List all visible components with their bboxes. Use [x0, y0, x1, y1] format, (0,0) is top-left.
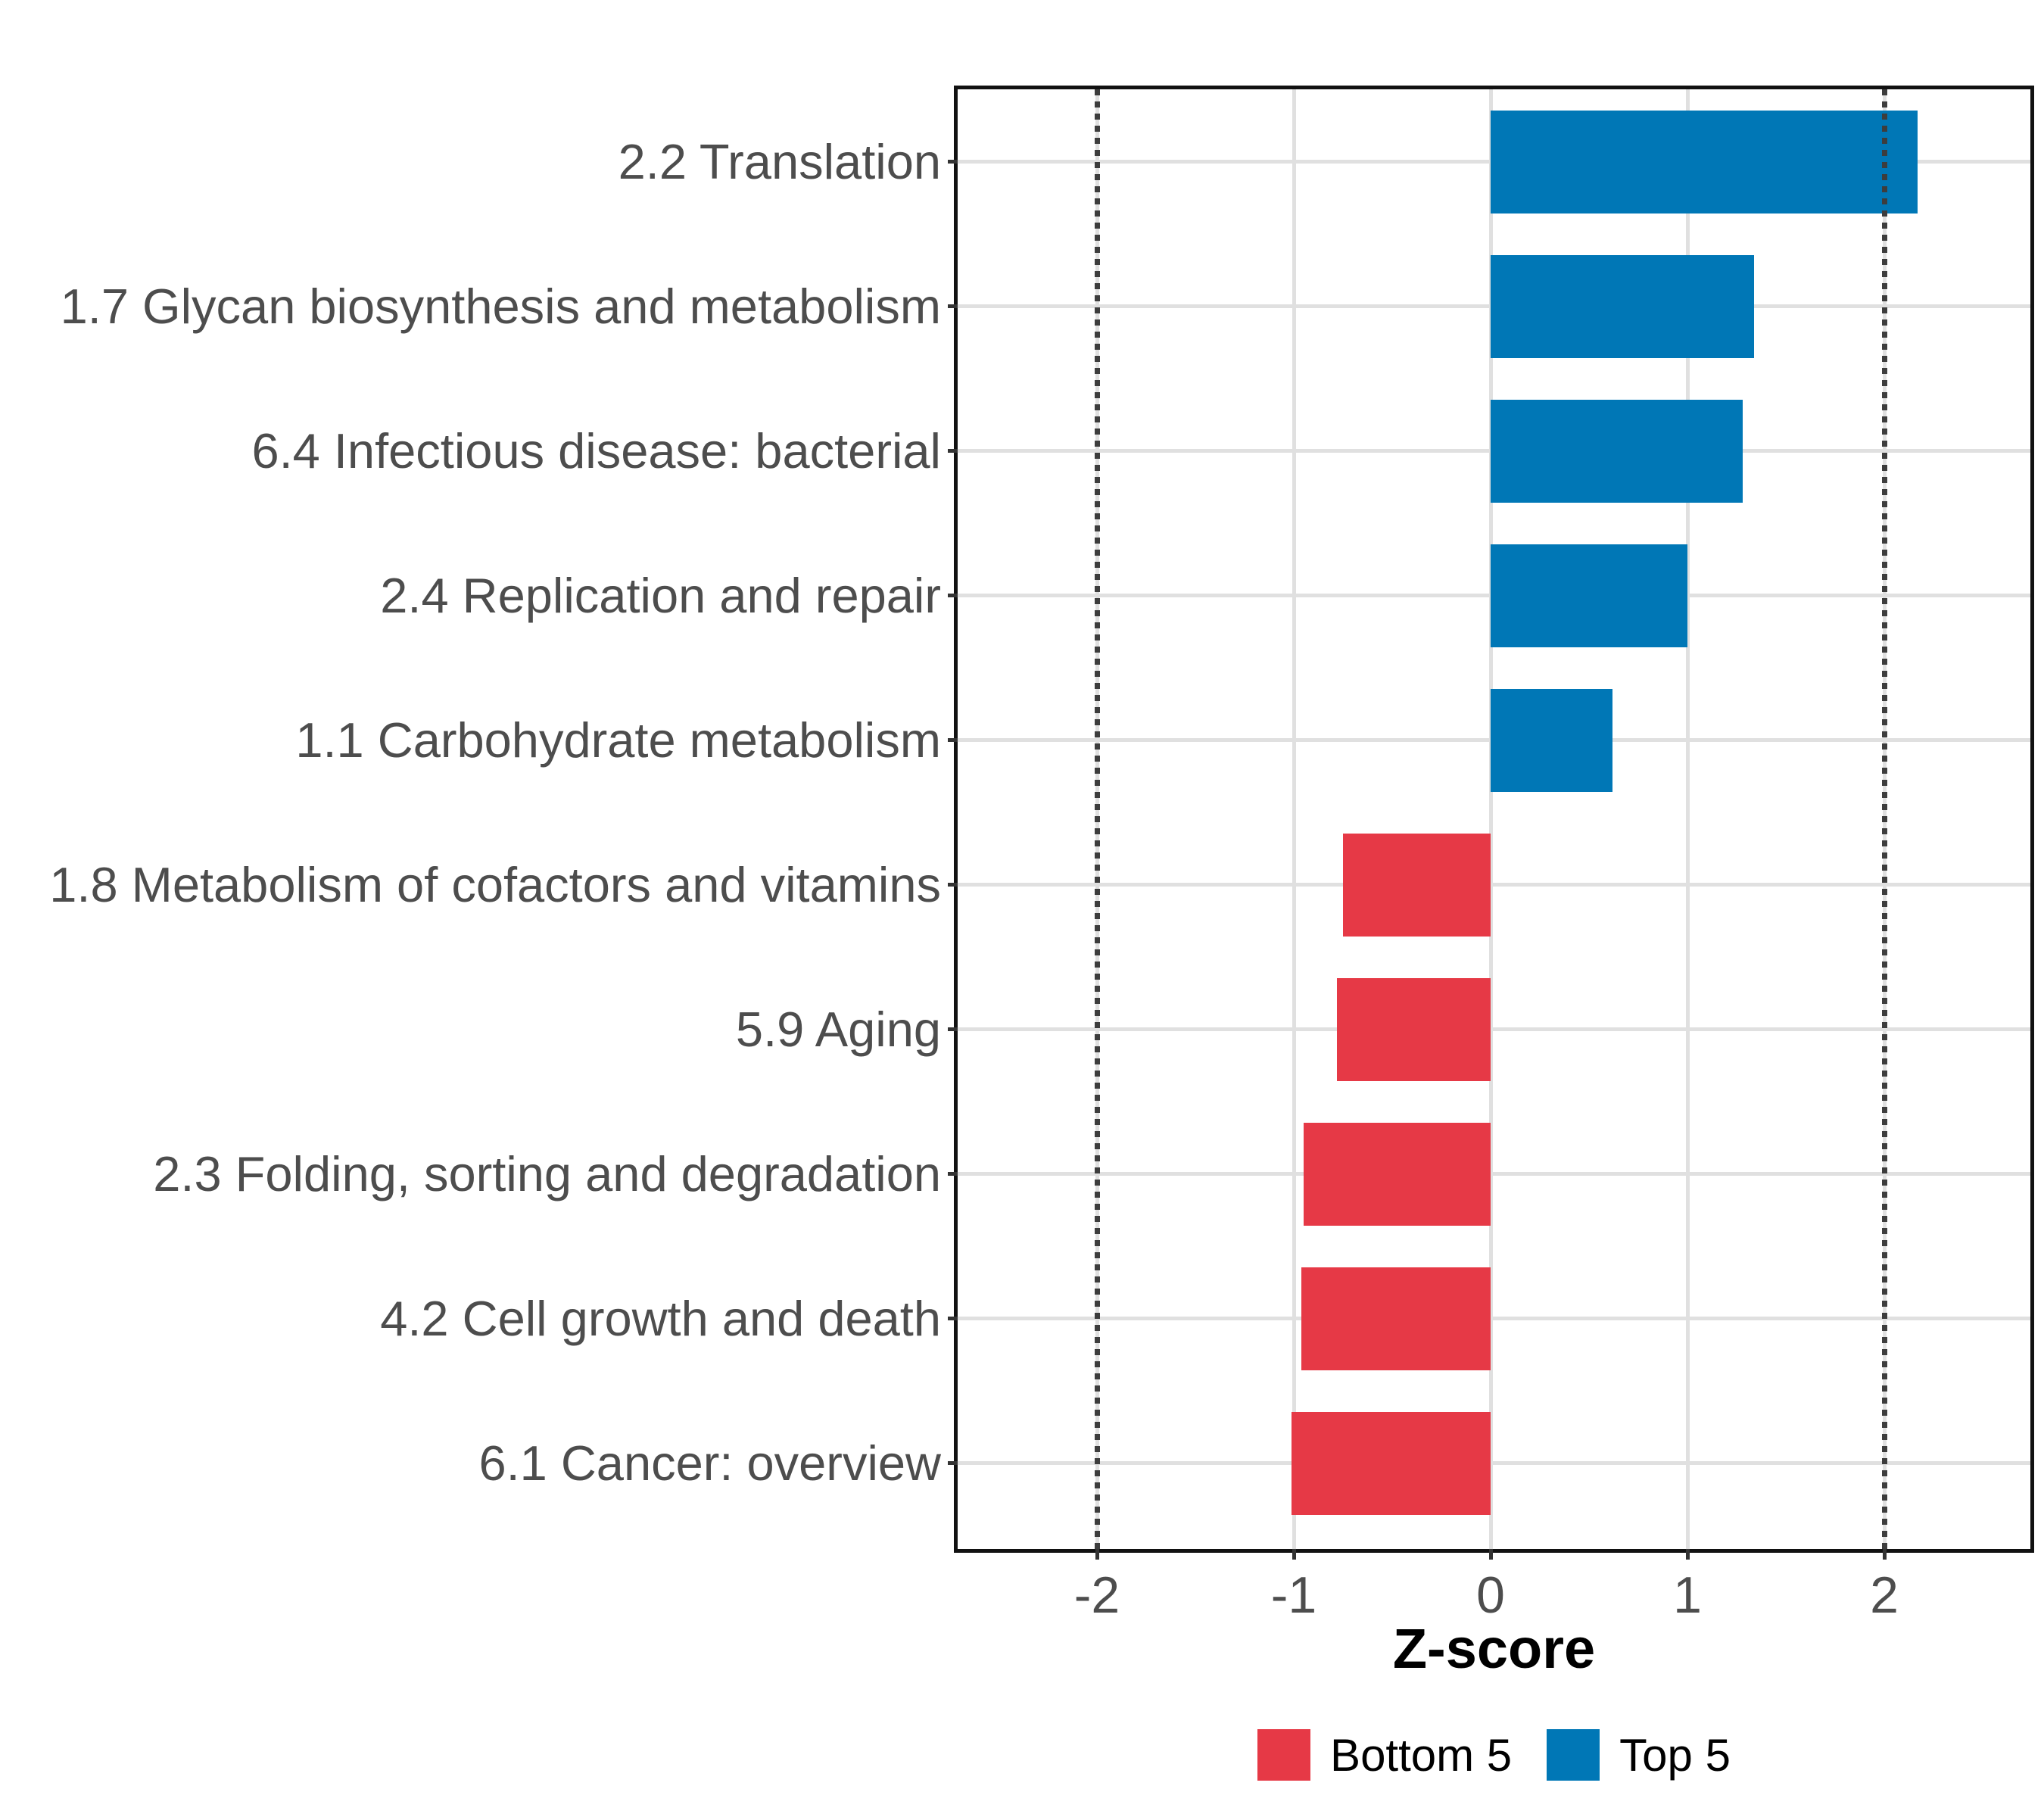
y-axis-label-5-9-aging: 5.9 Aging	[735, 1001, 941, 1057]
y-axis-label-6-1-cancer-overview: 6.1 Cancer: overview	[478, 1435, 941, 1491]
y-tick-1-7-glycan-biosynthesis-and-metabolism	[948, 304, 958, 308]
x-tick-1	[1685, 1549, 1690, 1560]
x-tick-2	[1882, 1549, 1887, 1560]
x-tick-0	[1488, 1549, 1493, 1560]
x-axis-label--1: -1	[1270, 1566, 1317, 1624]
y-axis-label-2-3-folding-sorting-and-degradation: 2.3 Folding, sorting and degradation	[153, 1145, 941, 1201]
x-tick--2	[1095, 1549, 1099, 1560]
bar-1-8-metabolism-of-cofactors-and-vitamins	[1343, 833, 1491, 937]
bar-2-2-translation	[1491, 110, 1918, 213]
y-tick-6-4-infectious-disease-bacterial	[948, 449, 958, 453]
bar-6-1-cancer-overview	[1292, 1411, 1491, 1515]
reference-line-2	[1881, 89, 1887, 1549]
y-axis-label-4-2-cell-growth-and-death: 4.2 Cell growth and death	[380, 1290, 941, 1346]
bar-2-4-replication-and-repair	[1491, 544, 1687, 647]
bar-1-1-carbohydrate-metabolism	[1491, 688, 1613, 792]
gridline-y-2-3-folding-sorting-and-degradation	[958, 1172, 2030, 1176]
x-tick--1	[1292, 1549, 1296, 1560]
y-axis-label-1-7-glycan-biosynthesis-and-metabolism: 1.7 Glycan biosynthesis and metabolism	[60, 278, 941, 334]
gridline-y-4-2-cell-growth-and-death	[958, 1317, 2030, 1320]
gridline-x--1	[1292, 89, 1296, 1549]
y-axis-label-2-4-replication-and-repair: 2.4 Replication and repair	[380, 567, 941, 623]
legend-item-bottom-5: Bottom 5	[1257, 1729, 1512, 1781]
bar-6-4-infectious-disease-bacterial	[1491, 399, 1743, 503]
y-tick-4-2-cell-growth-and-death	[948, 1317, 958, 1320]
bar-5-9-aging	[1337, 977, 1491, 1081]
reference-line--2	[1094, 89, 1100, 1549]
x-axis-label-1: 1	[1673, 1566, 1702, 1624]
y-tick-1-1-carbohydrate-metabolism	[948, 738, 958, 742]
gridline-y-1-8-metabolism-of-cofactors-and-vitamins	[958, 883, 2030, 887]
x-axis-label-0: 0	[1476, 1566, 1505, 1624]
legend-label-bottom-5: Bottom 5	[1330, 1729, 1513, 1781]
y-tick-2-3-folding-sorting-and-degradation	[948, 1172, 958, 1176]
x-axis-label-2: 2	[1870, 1566, 1899, 1624]
legend-key-top-5	[1547, 1729, 1600, 1781]
y-axis-label-1-1-carbohydrate-metabolism: 1.1 Carbohydrate metabolism	[295, 712, 941, 768]
bar-4-2-cell-growth-and-death	[1301, 1267, 1491, 1370]
y-axis-label-1-8-metabolism-of-cofactors-and-vitamins: 1.8 Metabolism of cofactors and vitamins	[49, 856, 941, 912]
y-axis-label-2-2-translation: 2.2 Translation	[618, 133, 941, 189]
legend-item-top-5: Top 5	[1547, 1729, 1731, 1781]
legend: Bottom 5 Top 5	[958, 1728, 2030, 1782]
legend-key-bottom-5	[1257, 1729, 1311, 1781]
x-axis-label--2: -2	[1073, 1566, 1120, 1624]
gridline-x-1	[1685, 89, 1690, 1549]
y-tick-2-2-translation	[948, 160, 958, 164]
bar-2-3-folding-sorting-and-degradation	[1304, 1122, 1491, 1226]
y-tick-5-9-aging	[948, 1027, 958, 1031]
gridline-y-6-1-cancer-overview	[958, 1461, 2030, 1465]
y-axis-label-6-4-infectious-disease-bacterial: 6.4 Infectious disease: bacterial	[251, 422, 941, 478]
gridline-x-0	[1488, 89, 1493, 1549]
bar-1-7-glycan-biosynthesis-and-metabolism	[1491, 254, 1755, 358]
y-tick-6-1-cancer-overview	[948, 1461, 958, 1465]
y-tick-1-8-metabolism-of-cofactors-and-vitamins	[948, 883, 958, 887]
gridline-y-5-9-aging	[958, 1027, 2030, 1031]
legend-label-top-5: Top 5	[1619, 1729, 1731, 1781]
plot-panel	[954, 86, 2034, 1553]
y-tick-2-4-replication-and-repair	[948, 594, 958, 597]
x-axis-title: Z-score	[1392, 1617, 1596, 1680]
